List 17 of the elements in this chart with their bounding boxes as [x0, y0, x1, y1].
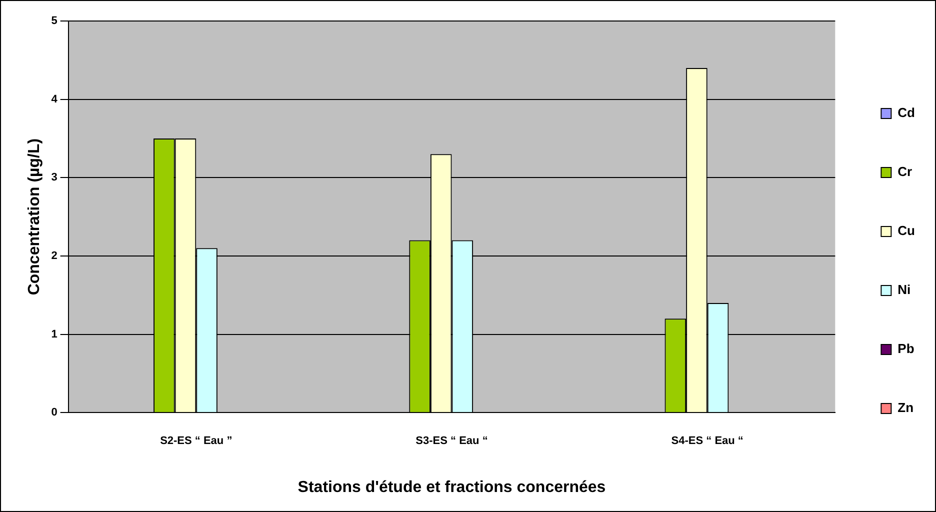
y-axis-title: Concentration (µg/L)	[26, 138, 44, 296]
y-tick-label: 1	[51, 328, 58, 340]
x-tick-label: S2-ES “ Eau ”	[160, 435, 232, 448]
y-tick-label: 0	[51, 406, 58, 419]
y-tick-label: 4	[51, 93, 58, 106]
legend-label: Cd	[898, 105, 916, 120]
y-tick-label: 3	[51, 172, 58, 184]
legend-label: Cu	[898, 223, 916, 238]
y-tick-label: 2	[51, 250, 58, 262]
y-tick-label: 5	[51, 15, 58, 28]
x-tick-label: S3-ES “ Eau “	[416, 435, 488, 448]
legend-label: Zn	[898, 400, 914, 416]
x-tick-label: S4-ES “ Eau “	[671, 435, 744, 448]
legend-label: Pb	[898, 341, 914, 356]
x-axis-title: Stations d'étude et fractions concernées	[298, 478, 606, 496]
legend-label: Cr	[898, 164, 912, 180]
legend-label: Ni	[898, 282, 911, 298]
